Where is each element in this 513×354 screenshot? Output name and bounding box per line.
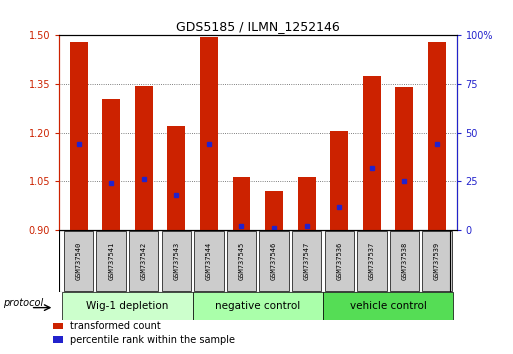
Bar — [192, 292, 323, 320]
Bar — [53, 336, 64, 343]
Text: negative control: negative control — [215, 301, 301, 311]
Bar — [227, 232, 256, 291]
Bar — [200, 37, 218, 230]
Bar — [292, 232, 321, 291]
Bar — [396, 87, 413, 230]
Text: GSM737538: GSM737538 — [402, 242, 407, 280]
Text: GSM737537: GSM737537 — [369, 242, 375, 280]
Bar — [102, 99, 120, 230]
Bar — [64, 232, 93, 291]
Text: GSM737539: GSM737539 — [434, 242, 440, 280]
Bar — [265, 191, 283, 230]
Text: GSM737542: GSM737542 — [141, 242, 147, 280]
Bar — [428, 42, 446, 230]
Text: vehicle control: vehicle control — [350, 301, 427, 311]
Text: GSM737544: GSM737544 — [206, 242, 212, 280]
Title: GDS5185 / ILMN_1252146: GDS5185 / ILMN_1252146 — [176, 20, 340, 33]
Text: percentile rank within the sample: percentile rank within the sample — [70, 335, 234, 345]
Text: GSM737540: GSM737540 — [75, 242, 82, 280]
Bar — [162, 232, 191, 291]
Bar — [298, 177, 315, 230]
Bar — [194, 232, 224, 291]
Text: GSM737541: GSM737541 — [108, 242, 114, 280]
Bar — [167, 126, 185, 230]
Text: protocol: protocol — [3, 298, 43, 308]
Text: GSM737545: GSM737545 — [239, 242, 245, 280]
Bar — [62, 292, 192, 320]
Bar — [357, 232, 386, 291]
Bar — [330, 131, 348, 230]
Bar — [363, 76, 381, 230]
Bar — [422, 232, 451, 291]
Bar — [232, 177, 250, 230]
Bar — [135, 86, 153, 230]
Bar — [70, 42, 88, 230]
Bar — [390, 232, 419, 291]
Bar — [325, 232, 354, 291]
Text: GSM737536: GSM737536 — [336, 242, 342, 280]
Text: GSM737547: GSM737547 — [304, 242, 310, 280]
Text: Wig-1 depletion: Wig-1 depletion — [86, 301, 169, 311]
Text: transformed count: transformed count — [70, 321, 161, 331]
Bar — [260, 232, 289, 291]
Text: GSM737546: GSM737546 — [271, 242, 277, 280]
Bar — [96, 232, 126, 291]
Bar — [129, 232, 159, 291]
Text: GSM737543: GSM737543 — [173, 242, 180, 280]
Bar — [323, 292, 453, 320]
Bar — [53, 323, 64, 329]
